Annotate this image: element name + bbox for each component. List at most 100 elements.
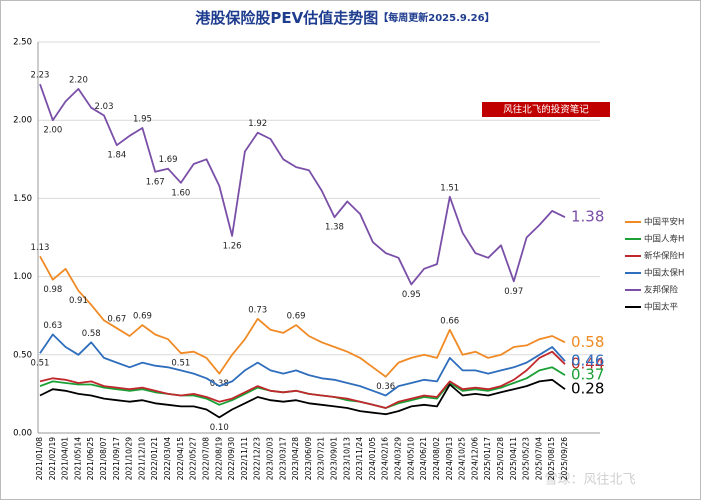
x-tick-label: 2025/07/04 (534, 437, 543, 480)
data-label: 0.51 (171, 359, 190, 369)
x-tick-label: 2023/09/01 (330, 437, 339, 480)
x-tick-label: 2022/05/27 (189, 437, 198, 480)
y-tick-label: 2.00 (13, 116, 32, 126)
data-label: 2.23 (31, 71, 50, 81)
x-tick-label: 2024/01/05 (368, 437, 377, 480)
series-line (39, 378, 566, 419)
data-label: 1.38 (325, 223, 344, 233)
series-line (39, 350, 566, 409)
x-tick-label: 2025/08/15 (547, 437, 556, 480)
legend-label: 中国太平 (644, 302, 679, 313)
data-label: 1.84 (107, 151, 126, 161)
x-tick-label: 2024/12/06 (470, 437, 479, 480)
data-label: 0.38 (210, 379, 229, 389)
data-label: 2.00 (43, 126, 62, 136)
x-tick-label: 2025/05/23 (522, 437, 531, 480)
x-tick-label: 2022/03/04 (163, 437, 172, 480)
x-tick-label: 2024/02/16 (381, 437, 390, 480)
y-tick-label: 2.50 (13, 38, 32, 48)
data-label: 0.66 (440, 316, 459, 326)
x-tick-label: 2021/05/14 (73, 437, 82, 480)
data-label: 1.26 (223, 241, 242, 251)
x-tick-label: 2021/08/07 (99, 437, 108, 480)
data-label: 1.69 (159, 155, 178, 165)
x-tick-label: 2024/08/02 (432, 437, 441, 480)
x-tick-label: 2023/11/24 (355, 437, 364, 480)
y-tick-label: 1.50 (13, 194, 32, 204)
data-label: 0.58 (82, 329, 101, 339)
x-tick-label: 2023/07/21 (317, 437, 326, 480)
x-tick-label: 2021/06/25 (86, 437, 95, 480)
legend-label: 中国人寿H (644, 234, 684, 245)
x-tick-label: 2025/01/17 (483, 437, 492, 480)
note-box (482, 102, 610, 117)
x-tick-label: 2025/02/28 (496, 437, 505, 480)
data-label: 2.03 (95, 102, 114, 112)
data-label: 0.98 (43, 285, 62, 295)
x-tick-label: 2025/04/11 (509, 437, 518, 480)
x-tick-label: 2021/10/29 (125, 437, 134, 480)
x-tick-label: 2021/01/08 (35, 437, 44, 480)
x-tick-label: 2023/06/09 (304, 437, 313, 480)
data-label: 0.58 (571, 333, 604, 351)
chart-title: 港股保险股PEV估值走势图 (195, 9, 378, 27)
x-tick-label: 2021/12/10 (137, 437, 146, 480)
data-label: 1.51 (440, 183, 459, 193)
x-tick-label: 2023/03/17 (278, 437, 287, 480)
x-tick-label: 2022/04/15 (176, 437, 185, 480)
x-tick-label: 2023/02/03 (265, 437, 274, 480)
y-tick-label: 0.00 (13, 429, 32, 439)
data-label: 0.67 (107, 315, 126, 325)
x-tick-label: 2022/01/21 (150, 437, 159, 480)
x-tick-label: 2023/10/13 (342, 437, 351, 480)
note: 风往北飞的投资笔记 (503, 104, 589, 116)
x-tick-label: 2025/09/26 (560, 437, 569, 480)
data-label: 0.46 (571, 352, 604, 370)
data-label: 1.13 (31, 243, 50, 253)
chart-subtitle: 【每周更新2025.9.26】 (378, 11, 494, 24)
x-tick-label: 2024/10/25 (458, 437, 467, 480)
data-label: 2.20 (69, 75, 88, 85)
data-label: 0.97 (504, 287, 523, 297)
data-label: 0.73 (248, 305, 267, 315)
series-line (39, 333, 566, 397)
data-label: 1.92 (248, 119, 267, 129)
x-tick-label: 2022/08/19 (214, 437, 223, 480)
x-tick-label: 2022/07/08 (201, 437, 210, 480)
legend-label: 友邦保险 (644, 285, 679, 296)
data-label: 0.51 (31, 359, 50, 369)
x-tick-label: 2021/04/01 (61, 437, 70, 480)
y-tick-label: 1.00 (13, 272, 32, 282)
data-label: 1.60 (171, 188, 190, 198)
chart-title-group: 港股保险股PEV估值走势图【每周更新2025.9.26】 (195, 9, 494, 27)
legend-label: 新华保险H (644, 251, 684, 262)
x-tick-label: 2022/09/30 (227, 437, 236, 480)
series-line (39, 255, 566, 378)
x-tick-label: 2022/11/11 (240, 437, 249, 480)
data-label: 0.44 (571, 355, 604, 373)
data-label: 0.91 (69, 296, 88, 306)
series-line (39, 83, 566, 286)
x-tick-label: 2024/03/29 (394, 437, 403, 480)
watermark: 雪球：风往北飞 (544, 473, 635, 488)
x-tick-label: 2024/05/10 (406, 437, 415, 480)
legend-label: 中国平安H (644, 217, 684, 228)
x-tick-label: 2021/09/17 (112, 437, 121, 480)
data-label: 0.69 (287, 312, 306, 322)
legend-label: 中国太保H (644, 268, 684, 279)
data-label: 0.69 (133, 312, 152, 322)
x-tick-label: 2024/06/21 (419, 437, 428, 480)
data-label: 1.95 (133, 115, 152, 125)
data-label: 1.38 (571, 208, 604, 226)
data-label: 0.95 (402, 290, 421, 300)
data-label: 0.63 (43, 321, 62, 331)
data-label: 0.37 (571, 366, 604, 384)
x-tick-label: 2022/12/23 (253, 437, 262, 480)
y-tick-label: 0.50 (13, 350, 32, 360)
data-label: 0.28 (571, 380, 604, 398)
data-label: 0.10 (210, 423, 229, 433)
x-tick-label: 2021/02/19 (48, 437, 57, 480)
